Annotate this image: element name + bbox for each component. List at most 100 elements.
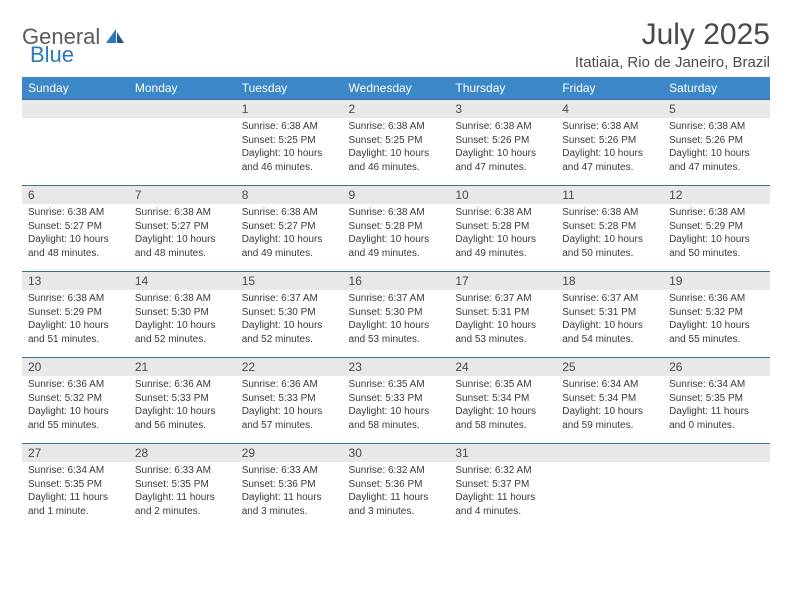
date-details: Sunrise: 6:38 AMSunset: 5:26 PMDaylight:… bbox=[449, 118, 556, 178]
date-details: Sunrise: 6:35 AMSunset: 5:34 PMDaylight:… bbox=[449, 376, 556, 436]
date-number: 31 bbox=[449, 444, 556, 462]
logo-blue-wrap: Blue bbox=[32, 42, 74, 68]
date-number: 24 bbox=[449, 358, 556, 376]
date-number: 19 bbox=[663, 272, 770, 290]
date-number: 6 bbox=[22, 186, 129, 204]
date-details: Sunrise: 6:34 AMSunset: 5:35 PMDaylight:… bbox=[22, 462, 129, 522]
date-number: 8 bbox=[236, 186, 343, 204]
date-details: Sunrise: 6:38 AMSunset: 5:28 PMDaylight:… bbox=[556, 204, 663, 264]
calendar-day-cell: 28Sunrise: 6:33 AMSunset: 5:35 PMDayligh… bbox=[129, 444, 236, 530]
date-number: 16 bbox=[343, 272, 450, 290]
date-number: 9 bbox=[343, 186, 450, 204]
date-details: Sunrise: 6:38 AMSunset: 5:27 PMDaylight:… bbox=[22, 204, 129, 264]
date-number: 15 bbox=[236, 272, 343, 290]
calendar-day-cell: 1Sunrise: 6:38 AMSunset: 5:25 PMDaylight… bbox=[236, 100, 343, 186]
date-number: 25 bbox=[556, 358, 663, 376]
date-number: 5 bbox=[663, 100, 770, 118]
calendar-day-cell: 8Sunrise: 6:38 AMSunset: 5:27 PMDaylight… bbox=[236, 186, 343, 272]
date-number: 30 bbox=[343, 444, 450, 462]
calendar-day-cell: 3Sunrise: 6:38 AMSunset: 5:26 PMDaylight… bbox=[449, 100, 556, 186]
calendar-day-cell: 18Sunrise: 6:37 AMSunset: 5:31 PMDayligh… bbox=[556, 272, 663, 358]
calendar-day-cell: 15Sunrise: 6:37 AMSunset: 5:30 PMDayligh… bbox=[236, 272, 343, 358]
calendar-week-row: 1Sunrise: 6:38 AMSunset: 5:25 PMDaylight… bbox=[22, 100, 770, 186]
date-number: 29 bbox=[236, 444, 343, 462]
calendar-day-cell: 10Sunrise: 6:38 AMSunset: 5:28 PMDayligh… bbox=[449, 186, 556, 272]
date-number: 4 bbox=[556, 100, 663, 118]
calendar-day-cell: 4Sunrise: 6:38 AMSunset: 5:26 PMDaylight… bbox=[556, 100, 663, 186]
calendar-day-cell: 13Sunrise: 6:38 AMSunset: 5:29 PMDayligh… bbox=[22, 272, 129, 358]
date-details: Sunrise: 6:36 AMSunset: 5:33 PMDaylight:… bbox=[129, 376, 236, 436]
date-details: Sunrise: 6:37 AMSunset: 5:31 PMDaylight:… bbox=[556, 290, 663, 350]
day-header-sun: Sunday bbox=[22, 77, 129, 100]
date-details: Sunrise: 6:38 AMSunset: 5:25 PMDaylight:… bbox=[343, 118, 450, 178]
calendar-day-cell: 24Sunrise: 6:35 AMSunset: 5:34 PMDayligh… bbox=[449, 358, 556, 444]
month-title: July 2025 bbox=[575, 18, 770, 52]
date-details: Sunrise: 6:34 AMSunset: 5:34 PMDaylight:… bbox=[556, 376, 663, 436]
calendar-day-cell: 9Sunrise: 6:38 AMSunset: 5:28 PMDaylight… bbox=[343, 186, 450, 272]
calendar-body: 1Sunrise: 6:38 AMSunset: 5:25 PMDaylight… bbox=[22, 100, 770, 530]
date-number: 7 bbox=[129, 186, 236, 204]
calendar-day-cell: 14Sunrise: 6:38 AMSunset: 5:30 PMDayligh… bbox=[129, 272, 236, 358]
calendar-day-cell: 25Sunrise: 6:34 AMSunset: 5:34 PMDayligh… bbox=[556, 358, 663, 444]
date-details: Sunrise: 6:37 AMSunset: 5:31 PMDaylight:… bbox=[449, 290, 556, 350]
date-details: Sunrise: 6:35 AMSunset: 5:33 PMDaylight:… bbox=[343, 376, 450, 436]
date-number: 20 bbox=[22, 358, 129, 376]
date-number: 10 bbox=[449, 186, 556, 204]
date-details: Sunrise: 6:38 AMSunset: 5:27 PMDaylight:… bbox=[129, 204, 236, 264]
date-number: 22 bbox=[236, 358, 343, 376]
calendar-day-cell: 2Sunrise: 6:38 AMSunset: 5:25 PMDaylight… bbox=[343, 100, 450, 186]
date-number: 13 bbox=[22, 272, 129, 290]
calendar-day-cell: 31Sunrise: 6:32 AMSunset: 5:37 PMDayligh… bbox=[449, 444, 556, 530]
date-details: Sunrise: 6:38 AMSunset: 5:25 PMDaylight:… bbox=[236, 118, 343, 178]
empty-date-bar bbox=[22, 100, 129, 118]
date-details: Sunrise: 6:38 AMSunset: 5:28 PMDaylight:… bbox=[449, 204, 556, 264]
day-header-thu: Thursday bbox=[449, 77, 556, 100]
date-number: 18 bbox=[556, 272, 663, 290]
calendar-day-cell: 7Sunrise: 6:38 AMSunset: 5:27 PMDaylight… bbox=[129, 186, 236, 272]
date-details: Sunrise: 6:33 AMSunset: 5:36 PMDaylight:… bbox=[236, 462, 343, 522]
day-header-fri: Friday bbox=[556, 77, 663, 100]
calendar-day-cell: 19Sunrise: 6:36 AMSunset: 5:32 PMDayligh… bbox=[663, 272, 770, 358]
calendar-day-cell: 22Sunrise: 6:36 AMSunset: 5:33 PMDayligh… bbox=[236, 358, 343, 444]
date-details: Sunrise: 6:38 AMSunset: 5:26 PMDaylight:… bbox=[663, 118, 770, 178]
calendar-week-row: 13Sunrise: 6:38 AMSunset: 5:29 PMDayligh… bbox=[22, 272, 770, 358]
day-header-row: Sunday Monday Tuesday Wednesday Thursday… bbox=[22, 77, 770, 100]
empty-date-bar bbox=[129, 100, 236, 118]
calendar-day-cell bbox=[129, 100, 236, 186]
date-details: Sunrise: 6:38 AMSunset: 5:26 PMDaylight:… bbox=[556, 118, 663, 178]
date-details: Sunrise: 6:32 AMSunset: 5:37 PMDaylight:… bbox=[449, 462, 556, 522]
date-number: 11 bbox=[556, 186, 663, 204]
date-number: 28 bbox=[129, 444, 236, 462]
calendar-day-cell: 11Sunrise: 6:38 AMSunset: 5:28 PMDayligh… bbox=[556, 186, 663, 272]
calendar-day-cell: 12Sunrise: 6:38 AMSunset: 5:29 PMDayligh… bbox=[663, 186, 770, 272]
date-details: Sunrise: 6:38 AMSunset: 5:30 PMDaylight:… bbox=[129, 290, 236, 350]
date-number: 2 bbox=[343, 100, 450, 118]
day-header-sat: Saturday bbox=[663, 77, 770, 100]
date-details: Sunrise: 6:38 AMSunset: 5:29 PMDaylight:… bbox=[22, 290, 129, 350]
logo-text-blue: Blue bbox=[30, 42, 74, 67]
calendar-day-cell: 29Sunrise: 6:33 AMSunset: 5:36 PMDayligh… bbox=[236, 444, 343, 530]
logo-sail-icon bbox=[104, 27, 126, 50]
calendar-day-cell: 6Sunrise: 6:38 AMSunset: 5:27 PMDaylight… bbox=[22, 186, 129, 272]
day-header-mon: Monday bbox=[129, 77, 236, 100]
empty-date-bar bbox=[663, 444, 770, 462]
calendar-page: General July 2025 Itatiaia, Rio de Janei… bbox=[0, 0, 792, 540]
calendar-week-row: 20Sunrise: 6:36 AMSunset: 5:32 PMDayligh… bbox=[22, 358, 770, 444]
date-details: Sunrise: 6:34 AMSunset: 5:35 PMDaylight:… bbox=[663, 376, 770, 436]
calendar-day-cell: 30Sunrise: 6:32 AMSunset: 5:36 PMDayligh… bbox=[343, 444, 450, 530]
date-number: 17 bbox=[449, 272, 556, 290]
calendar-day-cell: 27Sunrise: 6:34 AMSunset: 5:35 PMDayligh… bbox=[22, 444, 129, 530]
title-block: July 2025 Itatiaia, Rio de Janeiro, Braz… bbox=[575, 18, 770, 71]
date-details: Sunrise: 6:36 AMSunset: 5:32 PMDaylight:… bbox=[22, 376, 129, 436]
date-details: Sunrise: 6:37 AMSunset: 5:30 PMDaylight:… bbox=[236, 290, 343, 350]
calendar-day-cell: 17Sunrise: 6:37 AMSunset: 5:31 PMDayligh… bbox=[449, 272, 556, 358]
date-details: Sunrise: 6:38 AMSunset: 5:27 PMDaylight:… bbox=[236, 204, 343, 264]
calendar-day-cell bbox=[663, 444, 770, 530]
day-header-tue: Tuesday bbox=[236, 77, 343, 100]
calendar-day-cell: 21Sunrise: 6:36 AMSunset: 5:33 PMDayligh… bbox=[129, 358, 236, 444]
date-number: 21 bbox=[129, 358, 236, 376]
page-header: General July 2025 Itatiaia, Rio de Janei… bbox=[22, 18, 770, 71]
date-number: 3 bbox=[449, 100, 556, 118]
date-number: 26 bbox=[663, 358, 770, 376]
date-number: 1 bbox=[236, 100, 343, 118]
